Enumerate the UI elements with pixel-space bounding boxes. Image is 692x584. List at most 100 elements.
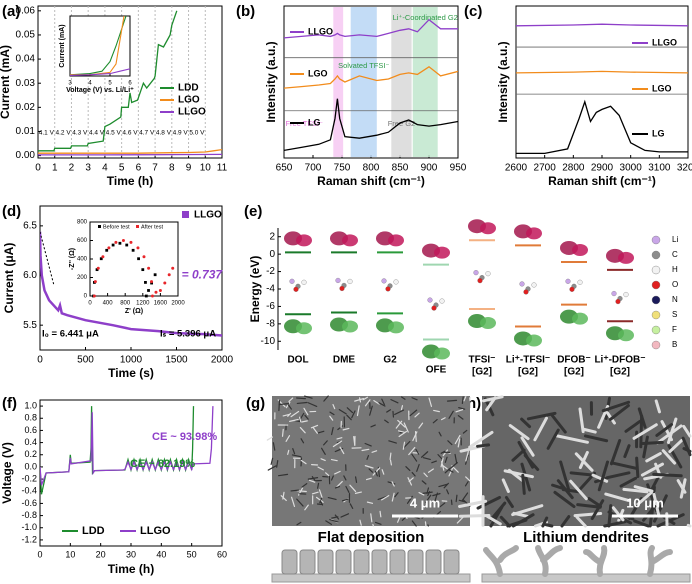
x-tick-label: 2000: [211, 355, 234, 366]
sem-texture: [575, 515, 587, 528]
sem-texture: [652, 492, 661, 518]
x-tick-label: 2600: [505, 163, 528, 174]
impedance-point: [147, 289, 150, 292]
sem-texture: [446, 489, 450, 495]
sem-texture: [454, 453, 458, 465]
voltage-step-label: 4.8 V: [156, 130, 172, 137]
sem-texture: [409, 409, 418, 417]
sem-texture: [282, 413, 290, 417]
sem-texture: [447, 440, 453, 446]
band-label: Li⁺-Coordinated G2: [393, 13, 458, 22]
sem-texture: [296, 397, 306, 400]
voltage-step-label: 4.4 V: [89, 130, 105, 137]
impedance-point: [167, 273, 171, 277]
x-tick-label: 6: [136, 163, 142, 174]
impedance-point: [118, 241, 122, 245]
atom-key: [651, 265, 661, 275]
sem-texture: [299, 426, 306, 434]
sem-texture: [431, 460, 437, 464]
raman-band: [412, 7, 438, 157]
y-tick-label: 0.8: [24, 413, 37, 423]
sem-texture: [381, 495, 390, 501]
sem-texture: [391, 492, 395, 502]
data-line: [70, 68, 130, 76]
sem-texture: [440, 457, 444, 468]
sem-texture: [590, 499, 605, 521]
sem-texture: [278, 403, 290, 406]
sem-texture: [291, 496, 296, 507]
orbital-lobe: [296, 322, 312, 335]
atom-key-label: Li: [672, 235, 678, 244]
sem-texture: [303, 407, 309, 416]
sem-texture: [370, 513, 373, 523]
sem-texture: [389, 459, 392, 466]
y-tick-label: 2: [269, 231, 275, 242]
sem-texture: [420, 451, 429, 458]
impedance-point: [141, 268, 145, 272]
sem-texture: [361, 448, 370, 452]
y-tick-label: -6: [266, 301, 275, 312]
x-tick-label: 1600: [154, 300, 168, 306]
voltage-step-label: 4.5 V: [106, 130, 122, 137]
plot-frame: [69, 15, 131, 77]
sem-texture: [636, 491, 653, 506]
inset-background: [70, 16, 130, 76]
sem-texture: [331, 516, 339, 519]
x-tick-label: 1: [52, 163, 58, 174]
sem-texture: [641, 440, 664, 446]
y-tick-label: 0.4: [24, 437, 37, 447]
atom: [335, 277, 341, 284]
y-axis-label: Intensity (a.u.): [264, 41, 278, 122]
atom-key: [651, 295, 661, 305]
sem-texture: [432, 418, 438, 424]
sem-texture: [403, 422, 409, 433]
sem-texture: [611, 506, 625, 522]
sem-texture: [438, 431, 442, 437]
legend-label: LDD: [178, 83, 199, 94]
sem-texture: [365, 477, 372, 481]
impedance-point: [96, 266, 100, 270]
sem-texture: [276, 460, 279, 468]
sem-texture: [287, 449, 290, 455]
sem-texture: [374, 470, 378, 477]
data-line: [516, 23, 688, 27]
sem-texture: [386, 409, 392, 413]
atom: [611, 290, 617, 297]
sem-texture: [317, 430, 325, 434]
sem-texture: [573, 512, 603, 518]
panel-label: (a): [2, 3, 20, 20]
sem-texture: [311, 476, 316, 482]
data-line: [40, 231, 222, 337]
atom: [615, 298, 621, 305]
y-axis-label: Current (mA): [0, 45, 12, 119]
sem-texture: [551, 483, 566, 491]
atom-key-label: N: [672, 295, 678, 304]
x-tick-label: 1200: [136, 300, 150, 306]
atom: [431, 305, 437, 311]
voltage-step-label: 4.9 V: [173, 130, 189, 137]
orbital-lobe: [434, 347, 450, 360]
legend-label: LGO: [652, 83, 672, 93]
sem-texture: [266, 436, 273, 441]
y-tick-label: -1.2: [21, 534, 37, 544]
sem-texture: [624, 419, 642, 433]
sem-texture: [526, 411, 557, 421]
sem-texture: [541, 516, 549, 528]
x-tick-label: 400: [103, 300, 114, 306]
x-tick-label: 650: [276, 163, 293, 174]
legend-label: LDD: [82, 525, 105, 537]
sem-texture: [278, 400, 281, 412]
sem-texture: [433, 409, 440, 413]
deposit-block: [281, 549, 298, 575]
sem-texture: [601, 400, 631, 413]
y-tick-label: 5.5: [23, 320, 37, 331]
molecule-label: OFE: [426, 365, 447, 376]
sem-texture: [610, 439, 622, 466]
x-axis-label: Voltage (V) vs. Li/Li⁺: [66, 87, 134, 94]
atom-key: [651, 340, 661, 350]
x-tick-label: 800: [120, 300, 131, 306]
y-axis-label: Current (μA): [2, 243, 16, 314]
data-line: [38, 10, 178, 152]
sem-texture: [605, 471, 631, 480]
